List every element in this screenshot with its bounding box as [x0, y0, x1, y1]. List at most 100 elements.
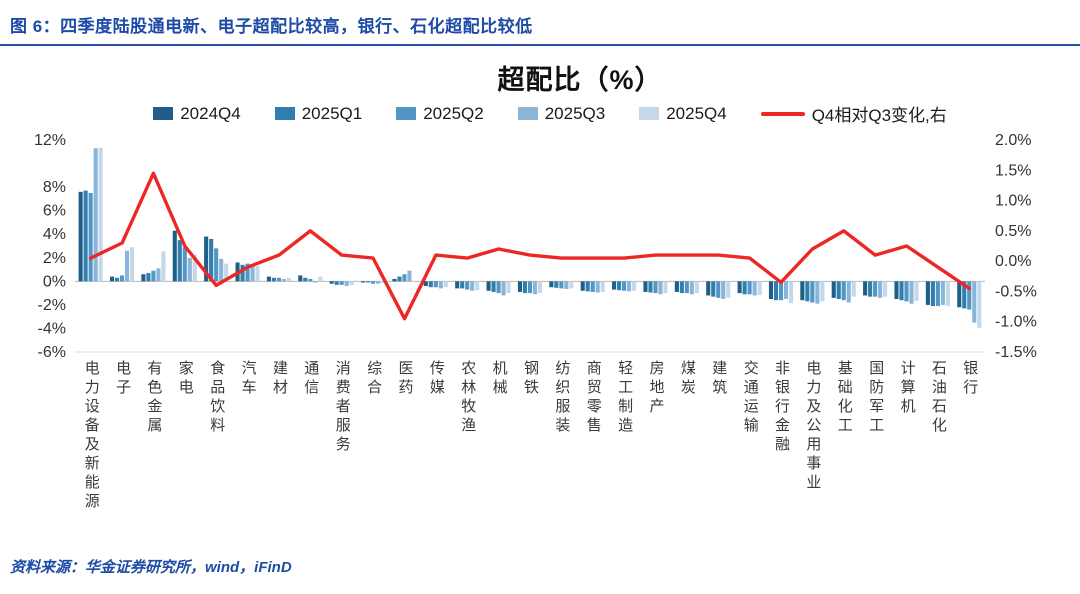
- bar-2025Q2: [747, 281, 752, 295]
- bar-2025Q4: [506, 281, 511, 294]
- bar-2024Q4: [894, 281, 899, 299]
- bar-2025Q3: [627, 281, 632, 292]
- legend-item: 2025Q1: [274, 104, 362, 124]
- legend-line-icon: [760, 111, 805, 116]
- x-axis-label: 非银行金融: [773, 360, 790, 455]
- bar-2025Q1: [303, 277, 308, 282]
- bar-2024Q4: [392, 278, 397, 282]
- bar-2025Q2: [245, 263, 250, 282]
- bar-2024Q4: [768, 281, 774, 299]
- bar-2025Q2: [810, 281, 815, 303]
- x-axis-label: 煤炭: [678, 360, 696, 398]
- bar-2024Q4: [266, 276, 271, 282]
- bar-2025Q1: [742, 281, 747, 295]
- bar-2025Q1: [334, 281, 339, 285]
- bar-2025Q4: [851, 281, 856, 297]
- bar-2025Q3: [313, 281, 318, 283]
- bar-2025Q3: [156, 268, 161, 282]
- right-axis-tick-label: -0.5%: [995, 283, 1037, 300]
- bar-2025Q4: [757, 281, 762, 295]
- bar-2024Q4: [78, 191, 83, 282]
- bar-2025Q4: [663, 281, 668, 294]
- legend-swatch-icon: [517, 107, 538, 120]
- bar-2024Q4: [957, 281, 962, 308]
- bar-2024Q4: [455, 281, 460, 289]
- right-axis-tick-label: 0.5%: [995, 223, 1031, 240]
- left-axis-tick-label: 8%: [43, 179, 66, 196]
- bar-2025Q3: [783, 281, 789, 299]
- right-axis-tick-label: 2.0%: [995, 132, 1031, 149]
- bar-2025Q3: [532, 281, 537, 295]
- bar-2025Q2: [590, 281, 595, 292]
- x-axis-label: 轻工制造: [616, 360, 634, 436]
- bar-2024Q4: [172, 230, 177, 282]
- header-divider: [0, 44, 1080, 46]
- bar-2025Q3: [124, 250, 130, 282]
- bar-2024Q4: [549, 281, 554, 288]
- x-axis-label: 电子: [114, 360, 132, 398]
- chart-legend: 2024Q4 2025Q1 2025Q2 2025Q3 2025Q4 Q4相对Q3变化,右: [45, 101, 1055, 126]
- bar-2025Q1: [899, 281, 904, 301]
- bar-2025Q2: [214, 248, 219, 282]
- bar-2025Q1: [491, 281, 496, 292]
- x-axis-label: 银行: [961, 360, 979, 398]
- bar-2025Q1: [711, 281, 716, 297]
- x-axis-label: 商贸零售: [584, 360, 602, 436]
- bar-2024Q4: [517, 281, 522, 292]
- bar-2025Q2: [716, 281, 721, 298]
- x-axis-label: 食品饮料: [208, 360, 226, 436]
- bar-2025Q3: [281, 278, 286, 282]
- bar-2025Q4: [286, 277, 291, 282]
- bar-2025Q4: [694, 281, 699, 294]
- bar-2024Q4: [109, 276, 115, 282]
- bar-2025Q2: [873, 281, 878, 297]
- bar-2025Q2: [527, 281, 532, 294]
- bar-2025Q3: [972, 281, 977, 323]
- bar-2025Q4: [161, 251, 166, 282]
- bar-2025Q1: [240, 264, 245, 282]
- bar-2025Q4: [98, 147, 103, 282]
- right-axis-tick-label: 0.0%: [995, 253, 1031, 270]
- legend-item-line: Q4相对Q3变化,右: [760, 101, 947, 126]
- bar-2025Q4: [820, 281, 825, 302]
- x-axis-label: 通信: [302, 360, 320, 398]
- bar-2025Q3: [878, 281, 883, 298]
- legend-label: Q4相对Q3变化,右: [811, 106, 947, 125]
- bar-2025Q3: [438, 281, 443, 289]
- bar-2025Q2: [967, 281, 972, 310]
- bar-2024Q4: [674, 281, 679, 292]
- bar-2025Q2: [151, 270, 156, 282]
- bar-2025Q4: [569, 281, 574, 289]
- bar-2025Q1: [930, 281, 935, 307]
- bar-2024Q4: [863, 281, 868, 296]
- bar-2025Q1: [209, 238, 214, 282]
- bar-2025Q3: [595, 281, 600, 293]
- bar-2025Q3: [909, 281, 914, 304]
- left-axis-tick-label: 6%: [43, 203, 66, 220]
- x-axis-label: 医药: [396, 360, 414, 398]
- legend-item: 2025Q2: [396, 104, 484, 124]
- bar-2025Q2: [433, 281, 438, 288]
- bar-2025Q4: [224, 263, 229, 282]
- bar-2025Q3: [658, 281, 663, 295]
- x-axis-label: 机械: [490, 360, 508, 398]
- x-axis-label: 电力及公用事业: [804, 360, 822, 493]
- bar-2025Q4: [475, 281, 480, 291]
- bar-2025Q2: [653, 281, 658, 294]
- left-axis-tick-label: -4%: [38, 320, 66, 337]
- x-axis-label: 电力设备及新能源: [82, 360, 100, 512]
- bar-2025Q4: [443, 281, 448, 288]
- x-axis-label: 房地产: [647, 360, 665, 417]
- x-axis-label: 石油石化: [929, 360, 947, 436]
- bar-2025Q4: [600, 281, 605, 292]
- bar-2025Q2: [371, 281, 376, 284]
- left-axis-tick-label: 0%: [43, 273, 66, 290]
- bar-2024Q4: [925, 281, 930, 305]
- x-axis-label: 汽车: [239, 360, 257, 398]
- legend-item: 2024Q4: [153, 104, 241, 124]
- bar-2025Q2: [339, 281, 344, 285]
- q4-vs-q3-change-line: [88, 171, 971, 321]
- x-axis-label: 有色金属: [145, 360, 163, 436]
- bar-2025Q1: [428, 281, 433, 288]
- right-axis-tick-label: -1.5%: [995, 344, 1037, 361]
